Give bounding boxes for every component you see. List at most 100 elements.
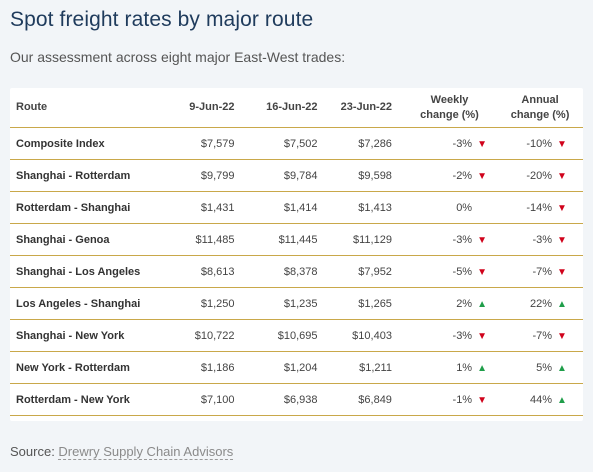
triangle-down-icon: ▼	[477, 266, 488, 278]
annual-change-cell: -20% ▼	[489, 159, 583, 192]
header-date-2: 16-Jun-22	[234, 88, 318, 128]
date-1-cell: $7,579	[179, 127, 235, 160]
annual-change-value: 22%	[529, 297, 552, 310]
route-cell: Los Angeles - Shanghai	[10, 287, 180, 320]
date-2-cell: $1,235	[234, 287, 318, 320]
triangle-up-icon: ▲	[557, 394, 567, 406]
weekly-change-cell: -1% ▼	[391, 383, 490, 416]
annual-change-cell: -14% ▼	[489, 191, 583, 224]
date-2-cell: $8,378	[234, 255, 318, 288]
date-1-cell: $8,613	[179, 255, 235, 288]
date-1-cell: $7,100	[179, 383, 235, 416]
date-3-cell: $1,265	[317, 287, 392, 320]
date-2-cell: $1,414	[234, 191, 318, 224]
weekly-change-value: -3%	[452, 137, 473, 150]
annual-change-cell: -3% ▼	[489, 223, 583, 256]
route-cell: Shanghai - Los Angeles	[10, 255, 180, 288]
table-row: New York - Rotterdam $1,186 $1,204 $1,211 1%…	[10, 351, 583, 384]
weekly-change-cell: 0%▲	[391, 191, 490, 224]
annual-change-cell: -10% ▼	[489, 127, 583, 160]
date-1-cell: $1,250	[179, 287, 235, 320]
date-1-cell: $11,485	[179, 223, 235, 256]
date-1-cell: $1,431	[179, 191, 235, 224]
triangle-down-icon: ▼	[557, 234, 567, 246]
weekly-change-value: 0%	[456, 201, 473, 214]
weekly-change-cell: -3% ▼	[391, 319, 490, 352]
triangle-up-icon: ▲	[477, 362, 488, 374]
date-3-cell: $1,211	[317, 351, 392, 384]
weekly-change-cell: -3% ▼	[391, 127, 490, 160]
date-2-cell: $10,695	[234, 319, 318, 352]
weekly-change-cell: -3% ▼	[391, 223, 490, 256]
date-3-cell: $9,598	[317, 159, 392, 192]
header-annual-line1: Annual	[521, 93, 559, 106]
header-annual-change: Annual change (%)	[489, 88, 583, 128]
date-2-cell: $7,502	[234, 127, 318, 160]
annual-change-value: -14%	[526, 201, 552, 214]
weekly-change-cell: 1% ▲	[391, 351, 490, 384]
route-cell: New York - Rotterdam	[10, 351, 180, 384]
source-link[interactable]: Drewry Supply Chain Advisors	[58, 444, 234, 460]
no-change-spacer: ▲	[475, 203, 489, 214]
triangle-down-icon: ▼	[477, 330, 488, 342]
date-1-cell: $9,799	[179, 159, 235, 192]
triangle-up-icon: ▲	[477, 298, 488, 310]
triangle-down-icon: ▼	[477, 234, 488, 246]
route-cell: Rotterdam - New York	[10, 383, 180, 416]
annual-change-cell: 44% ▲	[489, 383, 583, 416]
page-subtitle: Our assessment across eight major East-W…	[10, 49, 346, 65]
header-weekly-change: Weekly change (%)	[391, 88, 490, 128]
table-row: Los Angeles - Shanghai $1,250 $1,235 $1,265…	[10, 287, 583, 320]
header-weekly-line1: Weekly	[430, 93, 469, 106]
triangle-down-icon: ▼	[557, 330, 567, 342]
weekly-change-value: -3%	[452, 329, 473, 342]
weekly-change-value: -1%	[452, 393, 473, 406]
annual-change-value: -3%	[532, 233, 552, 246]
triangle-up-icon: ▲	[557, 362, 567, 374]
table-row: Shanghai - New York $10,722 $10,695 $10,403…	[10, 319, 583, 352]
annual-change-cell: 22% ▲	[489, 287, 583, 320]
triangle-down-icon: ▼	[477, 138, 488, 150]
date-3-cell: $11,129	[317, 223, 392, 256]
table-row: Composite Index $7,579 $7,502 $7,286 -3% ▼ -10…	[10, 127, 583, 160]
weekly-change-cell: -2% ▼	[391, 159, 490, 192]
rates-table: Route 9-Jun-22 16-Jun-22 23-Jun-22 Weekl…	[10, 88, 583, 416]
annual-change-value: 44%	[529, 393, 552, 406]
route-cell: Shanghai - Genoa	[10, 223, 180, 256]
triangle-down-icon: ▼	[557, 170, 567, 182]
triangle-down-icon: ▼	[477, 394, 488, 406]
date-1-cell: $10,722	[179, 319, 235, 352]
weekly-change-value: -3%	[452, 233, 473, 246]
annual-change-value: -7%	[532, 265, 552, 278]
date-1-cell: $1,186	[179, 351, 235, 384]
weekly-change-value: -2%	[452, 169, 473, 182]
weekly-change-value: 2%	[456, 297, 473, 310]
weekly-change-cell: -5% ▼	[391, 255, 490, 288]
annual-change-value: 5%	[536, 361, 552, 374]
route-cell: Rotterdam - Shanghai	[10, 191, 180, 224]
annual-change-cell: -7% ▼	[489, 319, 583, 352]
source-prefix: Source:	[10, 444, 59, 459]
rates-table-card: Route 9-Jun-22 16-Jun-22 23-Jun-22 Weekl…	[10, 88, 583, 421]
table-row: Shanghai - Los Angeles $8,613 $8,378 $7,952…	[10, 255, 583, 288]
header-annual-line2: change (%)	[510, 108, 570, 121]
route-cell: Composite Index	[10, 127, 180, 160]
table-row: Shanghai - Genoa $11,485 $11,445 $11,129 -3%…	[10, 223, 583, 256]
page-title: Spot freight rates by major route	[10, 8, 314, 31]
triangle-down-icon: ▼	[557, 266, 567, 278]
header-route: Route	[10, 88, 180, 128]
date-3-cell: $1,413	[317, 191, 392, 224]
date-2-cell: $11,445	[234, 223, 318, 256]
header-date-1: 9-Jun-22	[179, 88, 235, 128]
date-3-cell: $6,849	[317, 383, 392, 416]
table-header-row: Route 9-Jun-22 16-Jun-22 23-Jun-22 Weekl…	[10, 88, 583, 128]
table-row: Rotterdam - New York $7,100 $6,938 $6,849 -1…	[10, 383, 583, 416]
date-2-cell: $6,938	[234, 383, 318, 416]
route-cell: Shanghai - New York	[10, 319, 180, 352]
header-weekly-line2: change (%)	[420, 108, 479, 121]
triangle-down-icon: ▼	[557, 138, 567, 150]
weekly-change-cell: 2% ▲	[391, 287, 490, 320]
weekly-change-value: -5%	[452, 265, 473, 278]
source-line: Source: Drewry Supply Chain Advisors	[10, 444, 234, 460]
header-date-3: 23-Jun-22	[317, 88, 392, 128]
